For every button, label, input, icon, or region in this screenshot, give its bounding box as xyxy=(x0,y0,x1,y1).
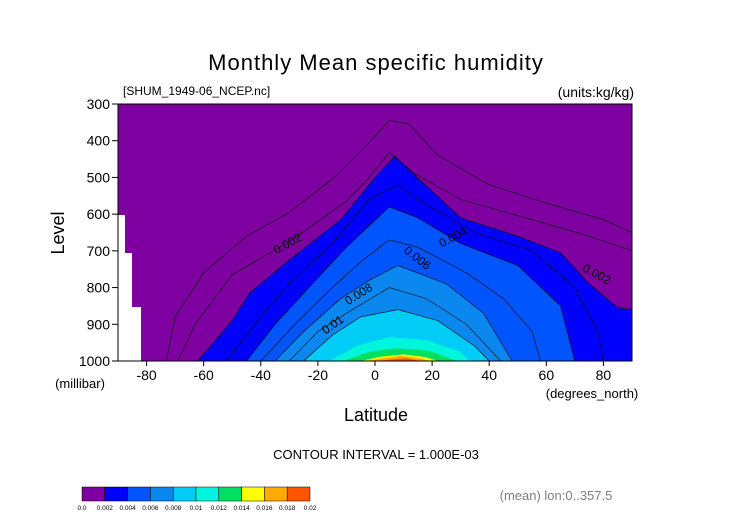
y-tick-label: 900 xyxy=(87,316,111,332)
contour-band-15 xyxy=(377,358,421,361)
y-tick-label: 400 xyxy=(87,133,111,149)
contour-band-0 xyxy=(118,104,632,361)
x-tick-label: 60 xyxy=(539,367,555,383)
colorbar: 0.0 0.002 0.004 0.006 0.008 0.01 0.012 0.014 0.0… xyxy=(77,486,317,512)
colorbar-tick-label: 0.006 xyxy=(142,505,159,512)
contour-line-0 xyxy=(166,120,632,361)
x-tick-label: 20 xyxy=(424,367,440,383)
contour-line-group xyxy=(166,120,632,361)
contour-fill-group xyxy=(118,104,632,361)
contour-line-6 xyxy=(274,265,513,361)
colorbar-swatch xyxy=(264,486,288,502)
x-tick-label: -20 xyxy=(308,367,328,383)
contour-line-1 xyxy=(177,152,632,361)
y-axis: 300 400 500 600 700 800 900 1000 xyxy=(79,96,118,369)
x-tick-label: -40 xyxy=(251,367,271,383)
colorbar-tick-label: 0.014 xyxy=(233,505,250,512)
contour-line-5 xyxy=(260,239,541,361)
colorbar-swatch xyxy=(241,486,265,502)
colorbar-swatch xyxy=(195,486,220,502)
x-tick-label: -80 xyxy=(136,367,156,383)
contour-line-7 xyxy=(289,287,501,361)
x-tick-label: 40 xyxy=(481,367,497,383)
contour-line-8 xyxy=(303,309,490,361)
colorbar-tick-label: 0.02 xyxy=(304,505,317,512)
colorbar-tick-label: 0.01 xyxy=(190,505,203,512)
x-axis-label: Latitude xyxy=(344,405,408,425)
source-file-label: [SHUM_1949-06_NCEP.nc] xyxy=(123,84,270,98)
x-tick-label: 80 xyxy=(596,367,612,383)
colorbar-tick-label: 0.008 xyxy=(165,505,182,512)
colorbar-swatch xyxy=(172,486,197,502)
y-tick-label: 1000 xyxy=(79,353,110,369)
colorbar-swatch xyxy=(286,486,311,502)
x-axis: -80 -60 -40 -20 0 20 40 60 80 xyxy=(136,361,611,383)
chart-title: Monthly Mean specific humidity xyxy=(208,50,544,75)
colorbar-tick-label: 0.018 xyxy=(279,505,296,512)
x-tick-label: 0 xyxy=(371,367,379,383)
missing-data-region xyxy=(118,215,141,361)
colorbar-swatch xyxy=(127,486,151,502)
colorbar-swatch xyxy=(104,486,128,502)
colorbar-tick-label: 0.002 xyxy=(97,505,114,512)
y-tick-label: 700 xyxy=(87,243,111,259)
y-tick-label: 500 xyxy=(87,169,111,185)
contour-line-2 xyxy=(197,155,632,361)
x-axis-units: (degrees_north) xyxy=(546,386,639,401)
averaging-note: (mean) lon:0..357.5 xyxy=(500,488,613,503)
contour-line-3 xyxy=(226,184,604,361)
y-axis-units: (millibar) xyxy=(55,376,105,391)
colorbar-swatch xyxy=(218,486,242,502)
y-tick-label: 800 xyxy=(87,280,111,296)
y-tick-label: 300 xyxy=(87,96,111,112)
colorbar-tick-label: 0.016 xyxy=(256,505,273,512)
colorbar-swatch xyxy=(150,486,174,502)
missing-data-block xyxy=(118,215,141,361)
contour-line-4 xyxy=(246,206,576,361)
colorbar-tick-label: 0.0 xyxy=(77,505,86,512)
contour-interval-text: CONTOUR INTERVAL = 1.000E-03 xyxy=(273,447,479,462)
colorbar-swatch xyxy=(81,486,106,502)
colorbar-tick-label: 0.004 xyxy=(119,505,136,512)
units-label: (units:kg/kg) xyxy=(558,84,634,100)
colorbar-tick-label: 0.012 xyxy=(211,505,228,512)
x-tick-label: -60 xyxy=(194,367,214,383)
y-tick-label: 600 xyxy=(87,206,111,222)
y-axis-label: Level xyxy=(48,211,68,254)
